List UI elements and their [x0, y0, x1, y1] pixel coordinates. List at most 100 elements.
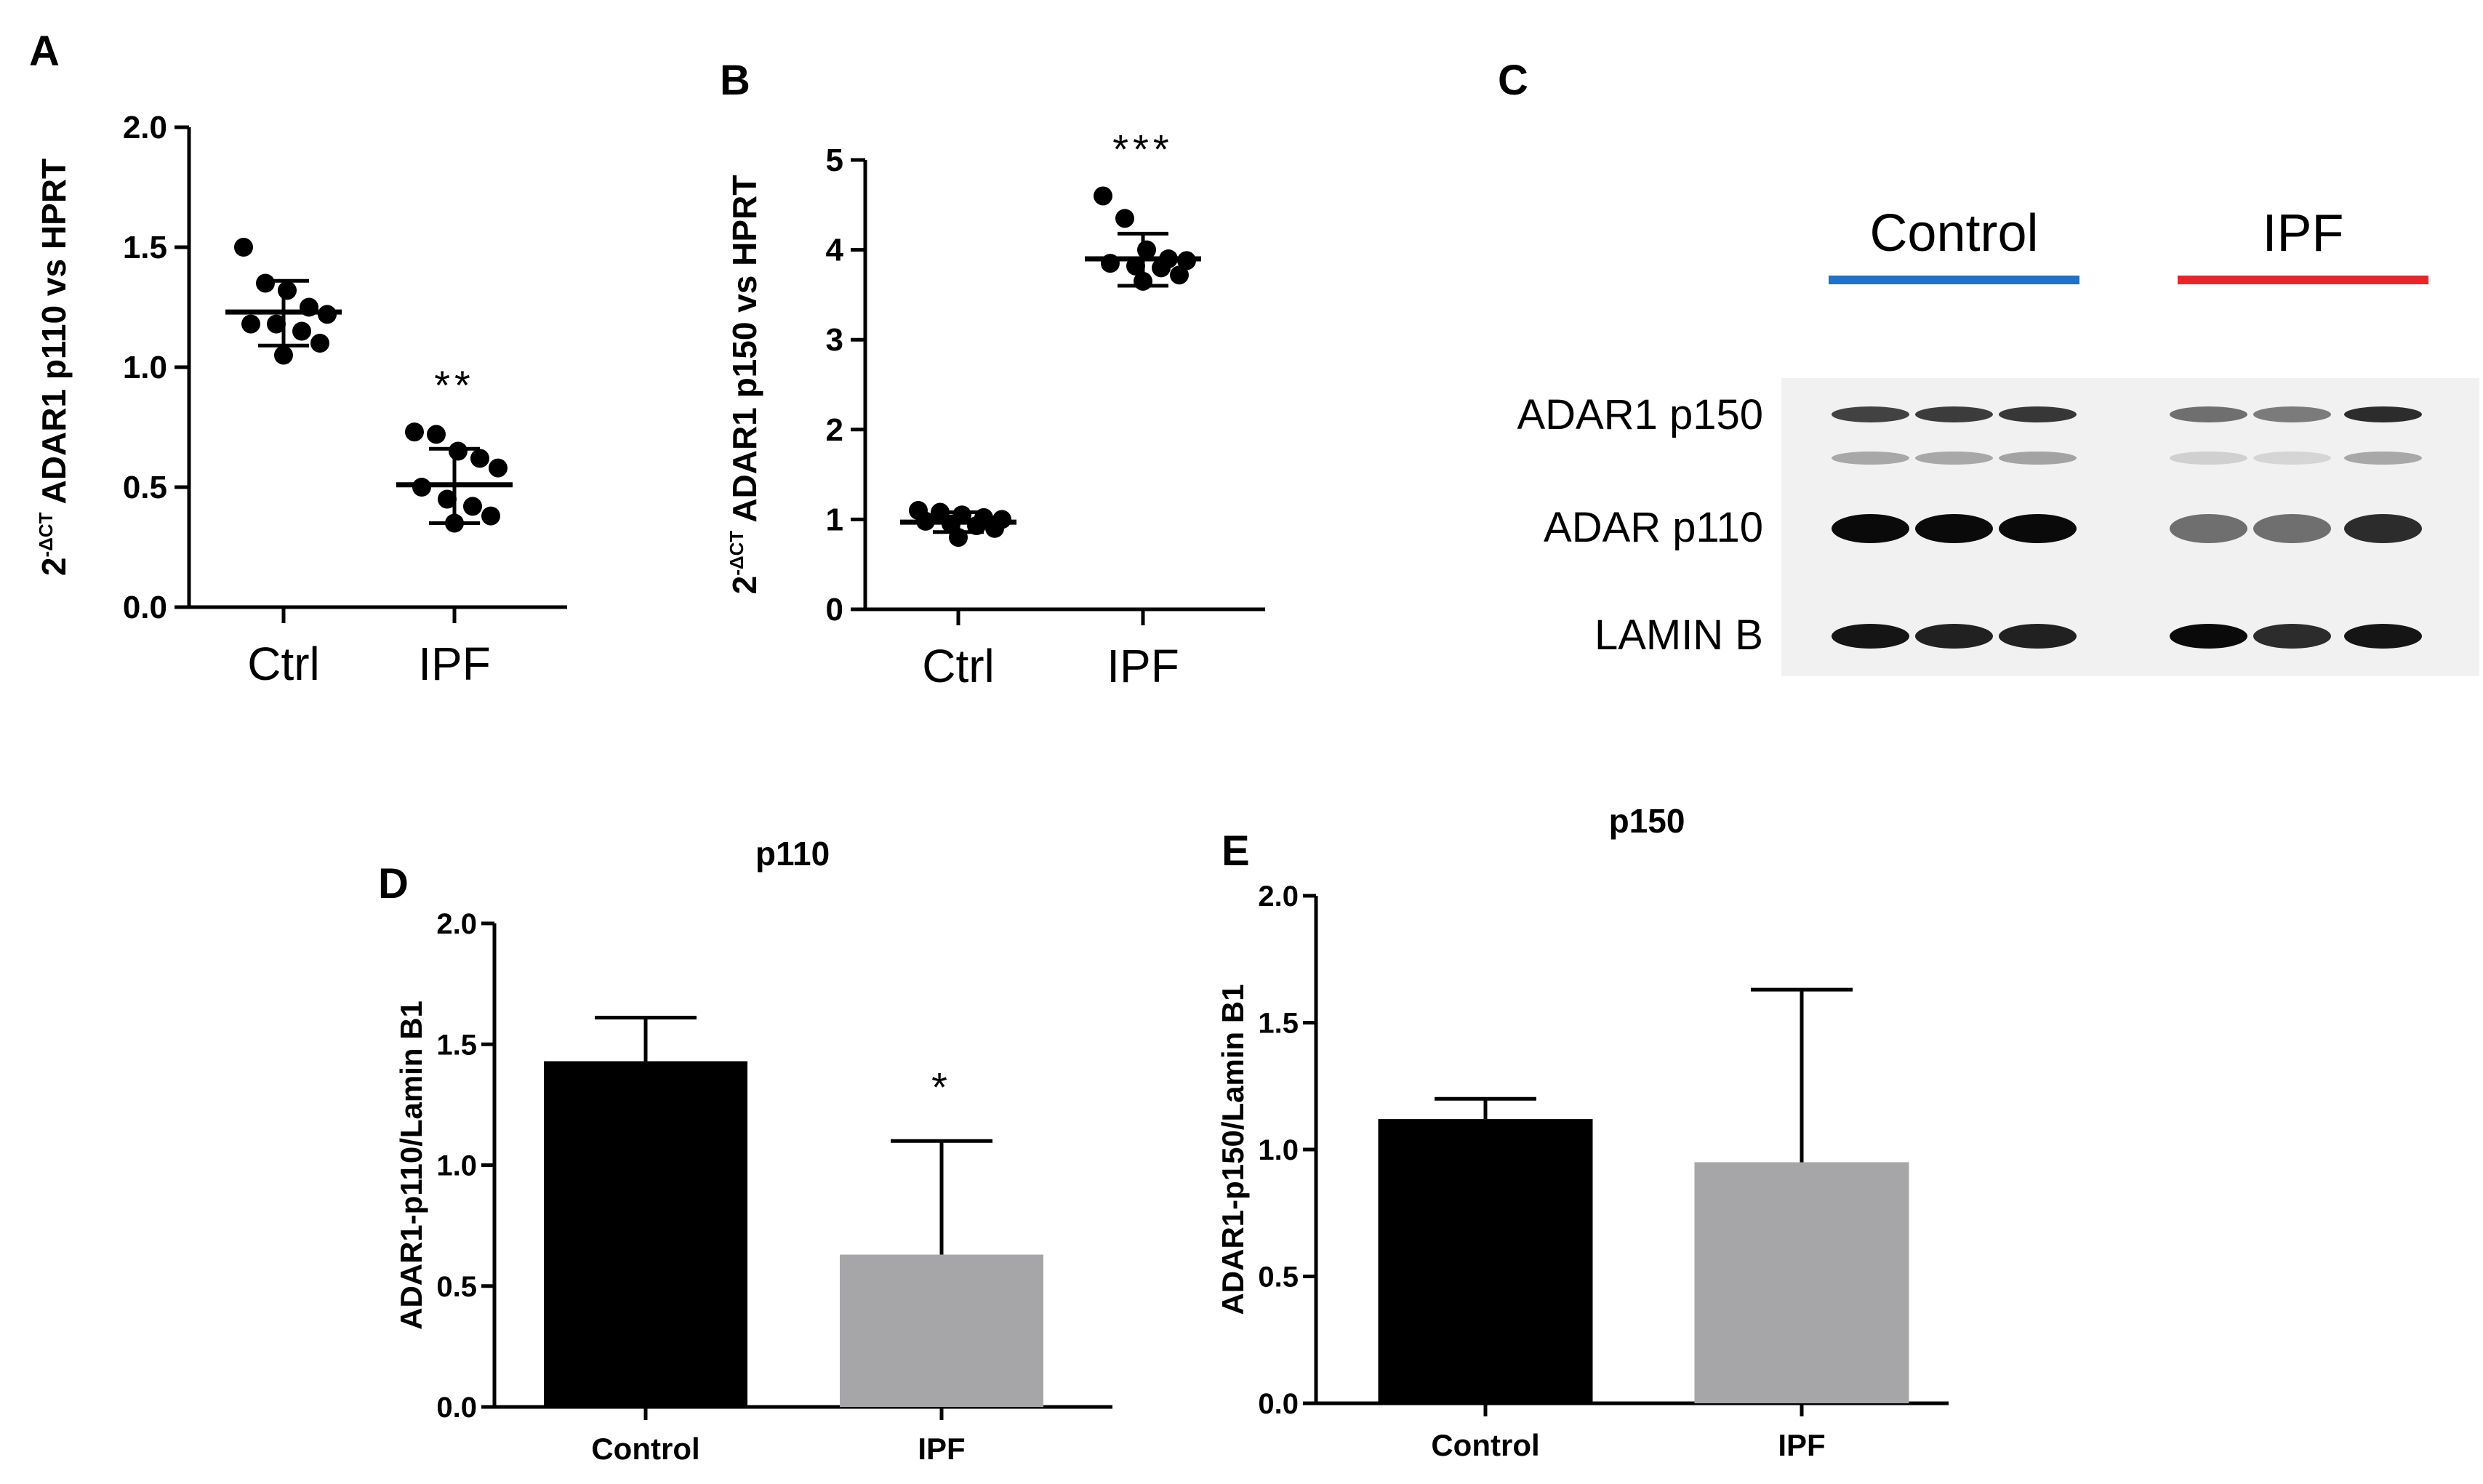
- chart-title: p110: [755, 835, 830, 873]
- blot-band: [2170, 452, 2247, 465]
- blot-band: [1915, 406, 1993, 422]
- y-tick-label: 0: [826, 592, 843, 627]
- data-point: [274, 345, 293, 365]
- x-tick-label: IPF: [1107, 640, 1179, 692]
- panel-c-western-blot: C Control IPF ADAR1 p150 ADAR p110 LAMIN B: [1498, 57, 2479, 676]
- blot-band: [1999, 514, 2077, 543]
- y-tick-label: 1.5: [436, 1029, 477, 1061]
- y-tick-label: 0.5: [123, 470, 167, 505]
- panel-label-a: A: [29, 28, 60, 75]
- blot-band: [2344, 406, 2422, 422]
- blot-band: [1999, 624, 2077, 649]
- data-point: [1115, 209, 1134, 228]
- data-point: [470, 449, 489, 468]
- y-tick-label: 2.0: [1258, 881, 1299, 913]
- data-point: [438, 489, 457, 509]
- blot-band: [2253, 452, 2331, 465]
- blot-band: [1832, 406, 1909, 422]
- data-point: [256, 273, 275, 293]
- panel-label-e: E: [1222, 827, 1250, 875]
- significance-marker: **: [434, 362, 475, 408]
- x-tick-label: IPF: [918, 1432, 965, 1466]
- data-point: [489, 458, 508, 478]
- panel-label-d: D: [378, 860, 409, 907]
- bar: [1378, 1119, 1593, 1403]
- y-axis-label: 2-ΔCT ADAR1 p110 vs HPRT: [35, 159, 73, 576]
- x-tick-label: Control: [591, 1432, 699, 1466]
- x-tick-label: Ctrl: [247, 638, 320, 690]
- data-point: [449, 441, 468, 461]
- x-tick-label: Control: [1431, 1428, 1539, 1462]
- significance-marker: *: [931, 1064, 952, 1110]
- bar: [1694, 1162, 1909, 1403]
- blot-row-label: ADAR p110: [1544, 504, 1763, 551]
- blot-band: [2253, 406, 2331, 422]
- data-point: [1170, 265, 1189, 285]
- blot-band: [2253, 624, 2331, 649]
- y-tick-label: 0.0: [123, 590, 167, 625]
- panel-b: B 0 1 2 3 4 5 2-ΔCT ADAR1 p150 vs HPRT Ctrl IPF **…: [720, 57, 1265, 692]
- blot-band: [2170, 514, 2247, 543]
- y-axis-label: ADAR1-p150/Lamin B1: [1216, 984, 1250, 1315]
- data-point: [405, 422, 424, 442]
- blot-band: [2344, 624, 2422, 649]
- y-tick-label: 1.0: [436, 1150, 477, 1182]
- blot-band: [2344, 514, 2422, 543]
- bar: [840, 1254, 1043, 1407]
- blot-row-label: ADAR1 p150: [1517, 391, 1763, 438]
- y-tick-label: 2.0: [436, 908, 477, 940]
- y-tick-label: 0.5: [436, 1271, 477, 1303]
- y-tick-label: 2: [826, 412, 843, 448]
- data-point: [292, 321, 311, 341]
- blot-band: [2253, 514, 2331, 543]
- x-tick-label: Ctrl: [922, 640, 995, 692]
- data-point: [241, 314, 260, 334]
- bar: [544, 1061, 747, 1407]
- blot-band: [1999, 452, 2077, 465]
- y-tick-label: 0.5: [1258, 1262, 1299, 1294]
- y-axis-label: ADAR1-p110/Lamin B1: [394, 1000, 428, 1330]
- y-tick-label: 0.0: [1258, 1388, 1299, 1420]
- blot-band: [1832, 514, 1909, 543]
- blot-band: [1915, 514, 1993, 543]
- y-tick-label: 3: [826, 322, 843, 358]
- data-point: [267, 314, 286, 334]
- y-tick-label: 1.0: [123, 350, 167, 385]
- y-axis-label: 2-ΔCT ADAR1 p150 vs HPRT: [726, 175, 763, 595]
- blot-band: [2344, 452, 2422, 465]
- y-tick-label: 1.5: [123, 230, 167, 265]
- significance-marker: ***: [1112, 126, 1173, 172]
- blot-band: [2170, 406, 2247, 422]
- data-point: [278, 281, 297, 300]
- blot-row-label: LAMIN B: [1595, 611, 1763, 659]
- data-point: [1094, 186, 1112, 206]
- data-point: [427, 425, 446, 444]
- panel-label-b: B: [720, 57, 750, 104]
- y-tick-label: 4: [826, 233, 844, 268]
- y-tick-label: 1.0: [1258, 1134, 1299, 1166]
- data-point: [481, 506, 500, 526]
- blot-band: [1832, 624, 1909, 649]
- blot-group-label: Control: [1869, 204, 2038, 262]
- blot-band: [2170, 624, 2247, 649]
- blot-band: [1915, 624, 1993, 649]
- data-point: [310, 334, 329, 353]
- data-point: [234, 238, 253, 257]
- x-tick-label: IPF: [418, 638, 491, 690]
- blot-band: [1999, 406, 2077, 422]
- data-point: [463, 497, 482, 516]
- chart-title: p150: [1609, 802, 1685, 840]
- blot-band: [1915, 452, 1993, 465]
- panel-a: A 0.0 0.5 1.0 1.5 2.0 2-ΔCT ADAR1 p110 vs HPRT…: [29, 28, 567, 690]
- blot-band: [1832, 452, 1909, 465]
- x-tick-label: IPF: [1778, 1428, 1825, 1462]
- blot-group-label: IPF: [2262, 204, 2343, 262]
- data-point: [1152, 258, 1171, 278]
- y-tick-label: 1: [826, 502, 843, 537]
- y-tick-label: 2.0: [123, 110, 167, 145]
- panel-label-c: C: [1498, 57, 1528, 104]
- y-tick-label: 0.0: [436, 1392, 477, 1424]
